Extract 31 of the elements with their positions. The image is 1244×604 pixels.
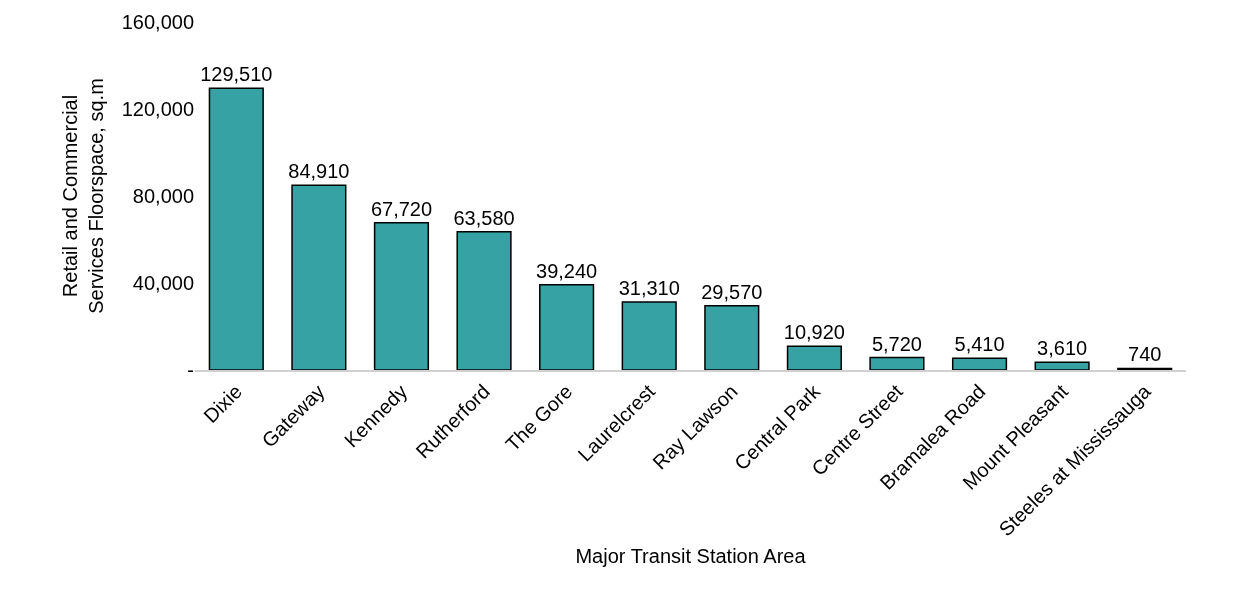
- bar: [621, 301, 677, 370]
- y-tick-label: -: [187, 359, 194, 381]
- data-label: 84,910: [288, 160, 350, 183]
- bar: [208, 87, 264, 370]
- data-label: 29,570: [701, 280, 763, 303]
- y-tick-label: 120,000: [121, 98, 194, 120]
- data-label: 10,920: [783, 321, 845, 344]
- data-label: 67,720: [370, 197, 433, 220]
- bar: [704, 304, 760, 370]
- x-axis-title: Major Transit Station Area: [575, 545, 807, 568]
- y-tick-label: 40,000: [132, 272, 194, 294]
- bar: [1034, 361, 1090, 370]
- bar: [786, 345, 842, 370]
- bar: [539, 283, 595, 370]
- y-tick-label: 160,000: [121, 11, 194, 33]
- bar: [373, 221, 430, 370]
- data-label: 63,580: [453, 206, 515, 229]
- data-label: 740: [1128, 343, 1162, 366]
- y-axis-title: Retail and Commercial Services Floorspace, sq.m: [59, 78, 108, 314]
- y-tick-label: 80,000: [132, 185, 194, 207]
- data-label: 39,240: [536, 259, 598, 282]
- data-label: 5,410: [954, 333, 1005, 356]
- bar: [456, 230, 512, 370]
- bar: [869, 356, 925, 370]
- data-label: 3,610: [1037, 337, 1088, 360]
- bar: [951, 357, 1008, 370]
- x-tick-label: The Gore: [501, 380, 577, 456]
- data-label: 5,720: [871, 332, 922, 355]
- data-label: 129,510: [200, 63, 273, 86]
- bar: [291, 184, 347, 370]
- data-label: 31,310: [618, 276, 680, 299]
